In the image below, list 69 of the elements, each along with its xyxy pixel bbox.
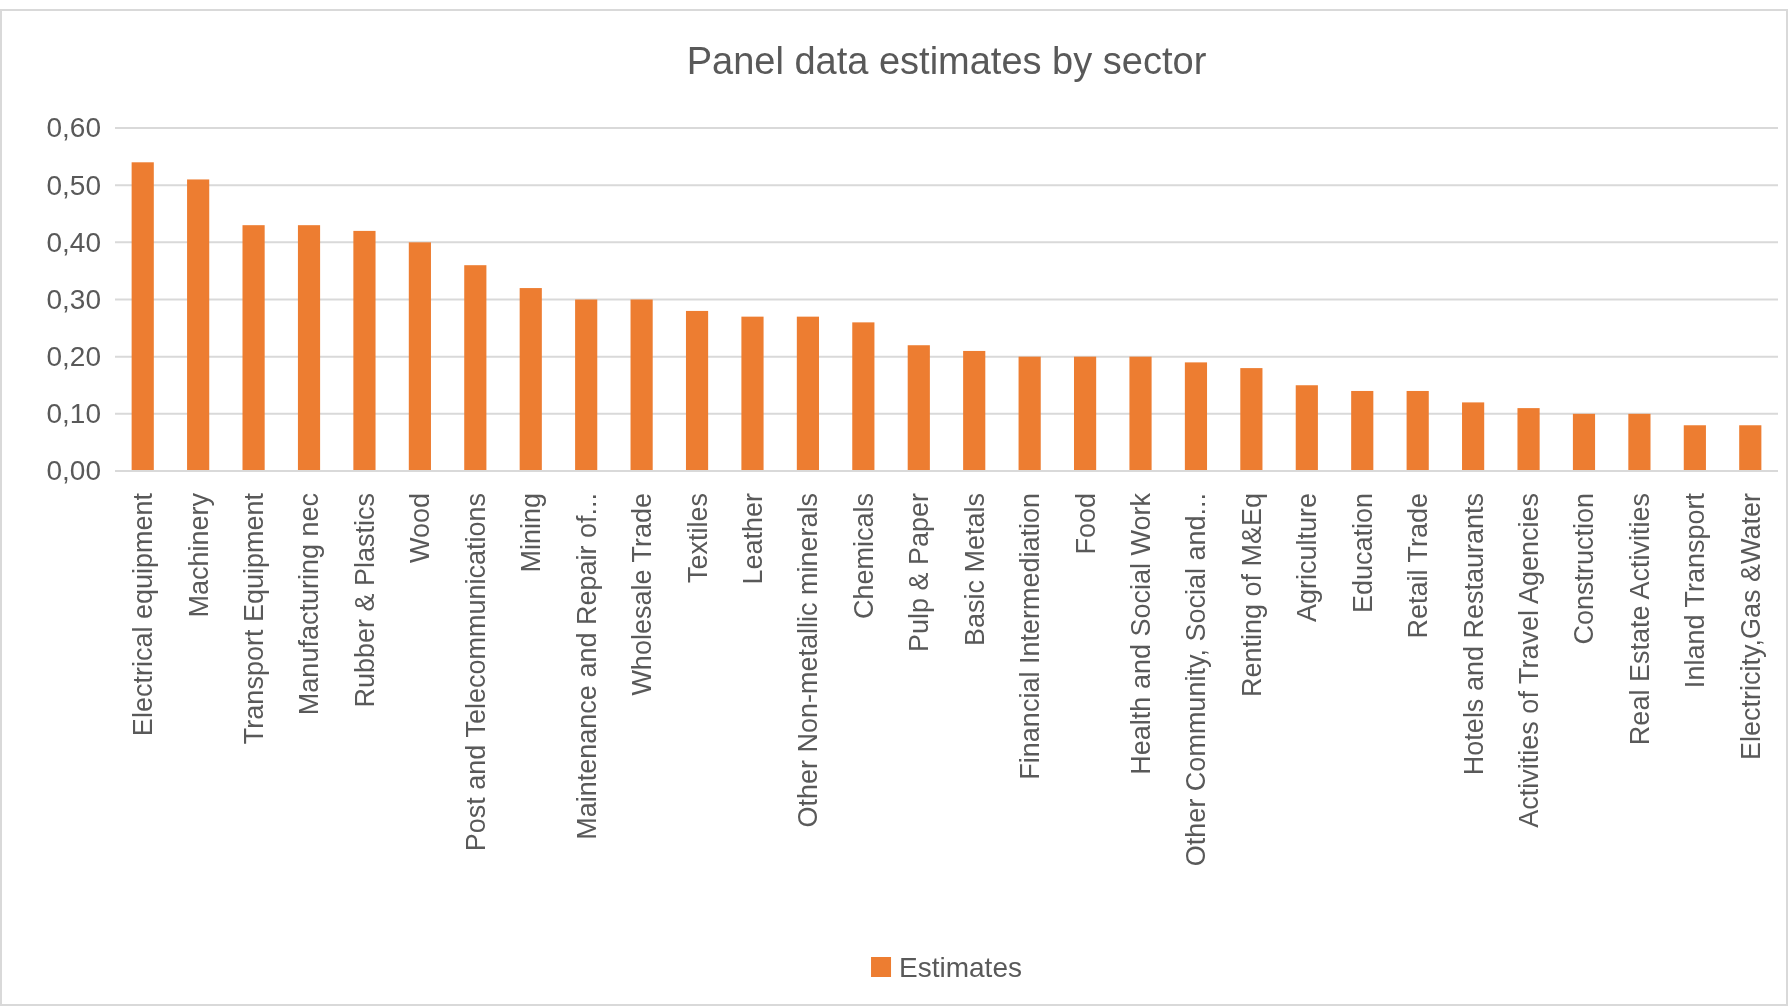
bar (907, 345, 930, 471)
x-tick-label: Chemicals (848, 493, 879, 620)
bar (1240, 368, 1263, 471)
bar (1628, 413, 1651, 471)
x-tick-label: Retail Trade (1403, 493, 1434, 639)
legend-label: Estimates (899, 951, 1022, 983)
bar (187, 179, 210, 471)
bar (1129, 356, 1152, 471)
bar (1351, 390, 1374, 471)
bar (1517, 408, 1540, 471)
x-tick-label: Other Non-metallic minerals (793, 493, 824, 828)
bar (1074, 356, 1097, 471)
bar (1572, 413, 1596, 471)
x-tick-label: Other Community, Social and... (1181, 493, 1212, 867)
bar (963, 350, 986, 471)
x-tick-label: Post and Telecommunications (460, 493, 491, 852)
x-tick-label: Machinery (183, 492, 214, 618)
bar (630, 299, 653, 471)
x-tick-label: Pulp & Paper (904, 493, 935, 653)
y-tick-label: 0,40 (46, 226, 101, 258)
x-tick-label: Education (1347, 493, 1378, 614)
y-tick-label: 0,30 (46, 283, 101, 315)
x-tick-label: Activities of Travel Agencies (1514, 493, 1544, 828)
x-tick-label: Transport Equipment (239, 492, 270, 745)
bar (1462, 402, 1485, 471)
bar (685, 310, 709, 471)
bar (852, 322, 875, 471)
bar (1184, 362, 1208, 471)
x-tick-label: Leather (737, 493, 768, 585)
bar (408, 242, 431, 471)
x-tick-label: Maintenance and Repair of... (571, 493, 602, 840)
bar (1295, 385, 1318, 471)
bar (1406, 390, 1429, 471)
bar (575, 299, 598, 471)
y-tick-label: 0,50 (46, 169, 101, 201)
x-tick-label: Renting of M&Eq (1236, 493, 1267, 698)
x-tick-label: Mining (516, 493, 547, 573)
x-tick-label: Electricity,Gas &Water (1735, 492, 1766, 761)
x-tick-label: Real Estate Activities (1624, 493, 1655, 746)
x-tick-label: Wholesale Trade (627, 493, 658, 696)
x-tick-label: Textiles (682, 493, 713, 584)
bar (1683, 425, 1706, 471)
x-tick-label: Health and Social Work (1125, 492, 1156, 775)
x-tick-label: Rubber & Plastics (349, 493, 380, 708)
bar (242, 225, 265, 471)
bar (297, 225, 321, 471)
x-tick-label: Basic Metals (959, 493, 990, 647)
bar (131, 162, 154, 471)
bar (464, 265, 487, 471)
bar (353, 230, 376, 471)
x-tick-label: Construction (1569, 493, 1600, 645)
x-tick-label: Agriculture (1292, 493, 1323, 623)
y-tick-label: 0,60 (46, 112, 101, 144)
x-tick-label: Financial Intermediation (1015, 493, 1046, 780)
x-tick-label: Electrical equipment (128, 492, 159, 737)
y-tick-label: 0,20 (46, 341, 101, 373)
x-tick-label: Inland Transport (1680, 492, 1711, 689)
bar (519, 288, 542, 471)
x-tick-label: Wood (405, 493, 436, 564)
x-tick-label: Food (1070, 493, 1101, 555)
bar (1018, 356, 1041, 471)
y-tick-label: 0,10 (46, 398, 101, 430)
chart-title: Panel data estimates by sector (686, 40, 1207, 82)
bar (1739, 425, 1762, 471)
x-tick-label: Hotels and Restaurants (1458, 493, 1489, 776)
y-tick-label: 0,00 (46, 455, 101, 487)
bar (796, 316, 819, 471)
x-tick-label: Manufacturing nec (294, 493, 325, 716)
bar (741, 316, 764, 471)
